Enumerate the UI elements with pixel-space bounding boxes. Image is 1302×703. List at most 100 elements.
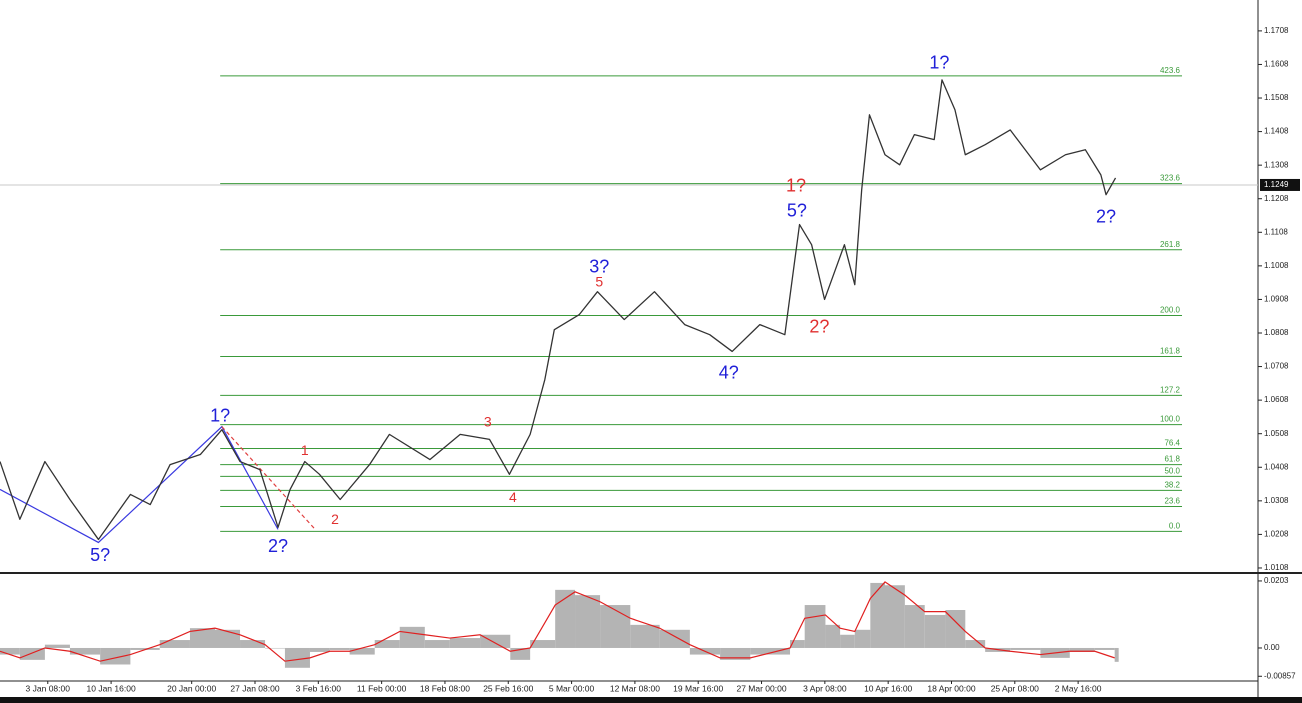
y-tick-label: 1.0808: [1264, 328, 1289, 337]
histogram-bar: [630, 624, 660, 648]
x-tick-label: 25 Feb 16:00: [483, 683, 533, 693]
histogram-bar: [399, 626, 425, 648]
bottom-bar: [0, 697, 1302, 703]
x-tick-label: 3 Feb 16:00: [296, 683, 342, 693]
histogram-bar: [575, 595, 601, 648]
x-tick-label: 27 Jan 08:00: [230, 683, 279, 693]
histogram-bar: [284, 647, 310, 668]
wave-label: 3?: [589, 256, 609, 276]
wave-label: 2: [331, 511, 339, 527]
x-tick-label: 5 Mar 00:00: [549, 683, 595, 693]
histogram-bar: [555, 589, 576, 648]
y-tick-label: 1.0108: [1264, 563, 1289, 572]
x-tick-label: 18 Feb 08:00: [420, 683, 470, 693]
wave-label: 1?: [929, 53, 949, 73]
fib-label: 0.0: [1169, 521, 1181, 530]
histogram-bar: [309, 647, 330, 652]
x-tick-label: 19 Mar 16:00: [673, 683, 723, 693]
wave-label: 5: [595, 273, 603, 289]
histogram-bar: [19, 647, 45, 660]
y-tick-label: 1.1708: [1264, 26, 1289, 35]
y-tick-label: 1.0308: [1264, 496, 1289, 505]
fib-label: 100.0: [1160, 415, 1181, 424]
histogram-bar: [214, 629, 241, 648]
histogram-bar: [750, 647, 791, 655]
histogram-bar: [965, 640, 986, 648]
y-tick-label: 1.0908: [1264, 295, 1289, 304]
y-tick-label: 1.1308: [1264, 160, 1289, 169]
y-tick-label: 1.0508: [1264, 429, 1289, 438]
histogram-bar: [945, 610, 966, 648]
fib-label: 38.2: [1164, 481, 1180, 490]
x-tick-label: 10 Apr 16:00: [864, 683, 912, 693]
y-tick-label: 1.1408: [1264, 127, 1289, 136]
histogram-bar: [44, 644, 70, 648]
histogram-bar: [374, 640, 400, 648]
histogram-bar: [600, 605, 631, 648]
histogram-bar: [69, 647, 101, 655]
wave-label: 3: [484, 413, 492, 429]
y-tick-label: 1.1608: [1264, 60, 1289, 69]
y-tick-label: 1.1008: [1264, 261, 1289, 270]
wave-label: 4: [509, 489, 517, 505]
fib-label: 261.8: [1160, 240, 1181, 249]
x-tick-label: 10 Jan 16:00: [87, 683, 136, 693]
histogram-bar: [885, 585, 905, 648]
histogram-bar: [790, 640, 805, 648]
fib-label: 200.0: [1160, 306, 1181, 315]
histogram-bar: [424, 640, 450, 648]
wave-label: 5?: [90, 545, 110, 565]
signal-line: [0, 581, 1115, 662]
histogram-bar: [840, 634, 855, 648]
wave-label: 1: [301, 442, 309, 458]
y-tick-label: 1.0408: [1264, 462, 1289, 471]
fib-label: 50.0: [1164, 466, 1180, 475]
last-price-box: [1260, 178, 1300, 191]
fib-label: 23.6: [1164, 497, 1180, 506]
wave-line: [221, 426, 316, 530]
histogram-bar: [265, 647, 285, 649]
last-price-label: 1.1249: [1264, 180, 1289, 189]
histogram-bar: [1094, 647, 1115, 650]
x-tick-label: 2 May 16:00: [1055, 683, 1102, 693]
wave-label: 1?: [210, 405, 230, 425]
y-tick-label: 1.1508: [1264, 93, 1289, 102]
y-tick-label: 0.00: [1264, 643, 1280, 652]
histogram-bar: [924, 614, 946, 648]
fib-label: 61.8: [1164, 455, 1180, 464]
y-tick-label: 1.0608: [1264, 395, 1289, 404]
histogram-bar: [720, 647, 751, 660]
histogram-bar: [189, 628, 215, 648]
histogram-bar: [825, 624, 841, 648]
histogram-bar: [804, 605, 826, 648]
histogram-bar: [240, 640, 266, 648]
x-tick-label: 3 Jan 08:00: [26, 683, 71, 693]
y-tick-label: 1.1208: [1264, 194, 1289, 203]
fib-label: 423.6: [1160, 66, 1181, 75]
fib-label: 76.4: [1164, 439, 1180, 448]
fib-label: 127.2: [1160, 386, 1181, 395]
histogram-bar: [130, 647, 160, 650]
histogram-bar: [1010, 647, 1041, 650]
x-tick-label: 27 Mar 00:00: [736, 683, 786, 693]
histogram-bar: [870, 582, 886, 648]
wave-label: 2?: [268, 536, 288, 556]
histogram-bar: [510, 647, 531, 660]
wave-label: 1?: [786, 175, 806, 195]
wave-label: 4?: [719, 362, 739, 382]
y-tick-label: 1.1108: [1264, 227, 1288, 236]
fib-label: 323.6: [1160, 174, 1181, 183]
histogram-bar: [904, 605, 925, 648]
histogram-bar: [854, 629, 871, 648]
histogram-bar: [1069, 647, 1095, 652]
histogram-bar: [329, 647, 350, 650]
histogram-bar: [349, 647, 375, 655]
wave-label: 2?: [1096, 207, 1116, 227]
histogram-bar: [159, 640, 190, 648]
x-tick-label: 3 Apr 08:00: [803, 683, 847, 693]
x-tick-label: 18 Apr 00:00: [927, 683, 975, 693]
x-tick-label: 11 Feb 00:00: [357, 683, 407, 693]
histogram-bar: [659, 629, 690, 648]
y-tick-label: 1.0208: [1264, 530, 1289, 539]
